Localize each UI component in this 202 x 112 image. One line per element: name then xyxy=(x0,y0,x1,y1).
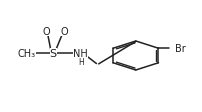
Text: Br: Br xyxy=(175,44,185,54)
Text: H: H xyxy=(78,58,84,67)
Text: CH₃: CH₃ xyxy=(18,49,36,59)
Text: O: O xyxy=(60,27,68,37)
Text: NH: NH xyxy=(73,48,87,58)
Text: S: S xyxy=(49,49,56,59)
Text: O: O xyxy=(42,27,50,37)
